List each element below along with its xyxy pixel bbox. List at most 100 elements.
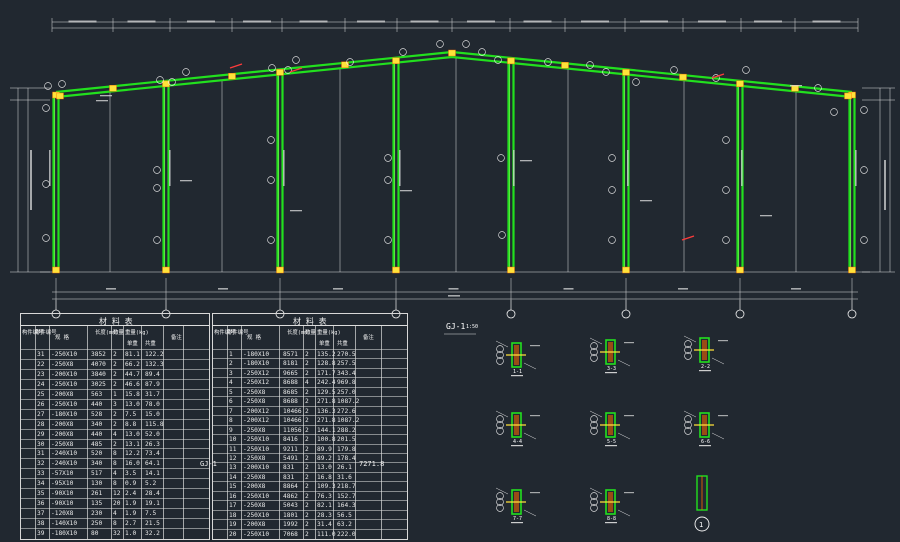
table-cell: 31: [37, 450, 45, 458]
annotation-mark: [400, 190, 412, 192]
table-cell: -250X12: [243, 369, 270, 377]
table-cell: 25: [37, 390, 45, 398]
table-row: 8 -200X12 10466 2 271.8 1087.2: [213, 415, 407, 425]
table-cell: 4: [113, 510, 117, 518]
table-cell: 24: [37, 380, 45, 388]
table-cell: 2: [305, 407, 309, 415]
bottom-dim-text-mark: [448, 288, 459, 290]
top-dim-text-mark: [243, 20, 271, 23]
material-table-left: 材 料 表 构件编号 零件编号规 格长度(mm) 数量 重量(kg) 单重 共重 备注 31…: [20, 313, 210, 540]
detail-label-underline: [605, 445, 617, 447]
table-row: 16 -250X10 4862 2 76.3 152.7: [213, 490, 407, 501]
table-cell: 34: [37, 480, 45, 488]
table-cell: 3.5: [125, 470, 137, 478]
table-cell: 33: [37, 470, 45, 478]
table-cell: 19.1: [145, 500, 160, 508]
table-header-cell: 构件编号: [22, 330, 44, 336]
table-cell: 5491: [283, 454, 298, 462]
table-cell: 1.0: [125, 530, 137, 538]
callout-bubble: [860, 106, 868, 114]
column-base-joint: [507, 266, 515, 274]
annotation-mark: [640, 200, 652, 202]
table-cell: 39: [37, 530, 45, 538]
callout-bubble: [462, 40, 470, 48]
table-cell: 563: [91, 390, 103, 398]
table-cell: 250: [91, 520, 103, 528]
table-cell: 2: [113, 380, 117, 388]
table-row: 13 -200X10 831 2 13.0 26.1: [213, 462, 407, 472]
table-column-divider: [35, 326, 36, 539]
table-cell: -200X8: [243, 521, 266, 529]
table-cell: -250X10: [51, 351, 78, 358]
detail-label: 3-3: [607, 366, 616, 372]
bottom-dim-text-mark: [218, 288, 228, 290]
table-cell: 122.2: [145, 351, 164, 358]
material-table-left-title: 材 料 表: [99, 317, 133, 326]
table-cell: 11: [229, 445, 237, 453]
detail-leader: [523, 432, 537, 440]
column-member-label: [513, 150, 515, 186]
callout-bubble: [267, 176, 275, 184]
detail-bolt-bubble: [684, 415, 692, 423]
eave-joint-left: [56, 92, 64, 100]
material-table-right: 材 料 表 构件编号 零件编号规 格 长度(mm) 数量 重量(kg) 单重 共重 备注 1 -…: [200, 313, 408, 540]
table-cell: 16.0: [125, 460, 140, 468]
table-cell: 10466: [283, 407, 302, 415]
table-column-divider: [381, 326, 382, 539]
column-member-label: [855, 150, 857, 186]
table-cell: 10: [229, 436, 237, 444]
table-cell: 26: [37, 400, 45, 408]
detail-leader: [683, 410, 697, 418]
table-cell: 222.0: [337, 530, 356, 538]
table-cell: 8: [229, 417, 233, 425]
table-cell: 271.8: [317, 398, 336, 406]
detail-bolt-bubble: [684, 427, 692, 435]
table-cell: 12: [229, 454, 237, 462]
roof-rafter: [55, 55, 853, 99]
table-cell: 136.3: [317, 407, 336, 415]
detail-bolt-bubble: [496, 345, 504, 353]
annotation-mark: [96, 100, 108, 102]
table-column-divider: [123, 326, 124, 539]
column-base-joint: [848, 266, 856, 274]
detail-bolt-bubble: [684, 346, 692, 354]
table-row: 35 -90X10 261 12 2.4 28.4: [21, 488, 209, 499]
detail-label-underline: [511, 375, 523, 377]
table-column-divider: [355, 326, 356, 539]
column-member-label: [169, 150, 171, 186]
table-cell: -200X8: [243, 483, 266, 491]
table-cell: 3: [113, 400, 117, 408]
table-cell: 2: [305, 483, 309, 491]
table-cell: 4070: [91, 360, 106, 368]
table-cell: 29: [37, 430, 45, 438]
axis-bubble: [275, 309, 285, 319]
column-top-joint: [162, 80, 170, 88]
detail-label: 1-1: [513, 369, 522, 375]
overall-dim-text-mark: [448, 295, 460, 297]
table-row: 11 -250X10 9211 2 89.9 179.8: [213, 443, 407, 454]
detail-note-mark: [530, 415, 540, 417]
table-cell: -200X8: [51, 430, 74, 438]
column-base-joint: [276, 266, 284, 274]
table-cell: 2: [305, 445, 309, 453]
table-cell: 14.1: [145, 470, 160, 478]
top-dim-text-mark: [299, 20, 328, 23]
table-row: 9 -250X8 11056 2 144.1 288.2: [213, 424, 407, 435]
table-cell: 7.5: [145, 510, 157, 518]
detail-index-bubble: [694, 516, 710, 532]
detail-bolt-bubble: [590, 354, 598, 362]
table-cell: 31.4: [317, 521, 332, 529]
callout-bubble: [153, 236, 161, 244]
table-cell: -250X8: [243, 388, 266, 396]
table-row: 10 -250X10 8416 2 100.8 201.5: [213, 434, 407, 444]
table-row: 7 -200X12 10466 2 136.3 272.6: [213, 405, 407, 416]
table-row: 20 -250X10 7068 2 111.0 222.0: [213, 528, 407, 539]
table-row: 15 -200X8 8864 2 109.3 218.7: [213, 481, 407, 491]
red-weld-marker: [229, 63, 243, 69]
table-cell: 20: [113, 500, 121, 508]
detail-bolt-bubble: [496, 498, 504, 506]
table-cell: 218.7: [337, 483, 356, 491]
callout-bubble: [494, 56, 502, 64]
table-cell: 8685: [283, 388, 298, 396]
